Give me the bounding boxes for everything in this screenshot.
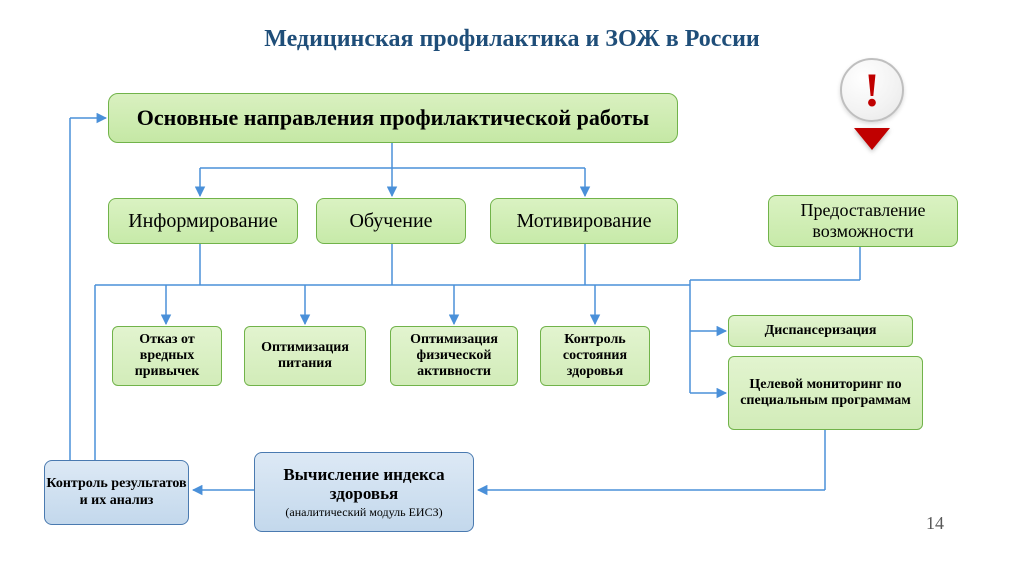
l2-activity: Оптимизация физической активности xyxy=(390,326,518,386)
l2-bad-habits: Отказ от вредных привычек xyxy=(112,326,222,386)
blue-index-calc: Вычисление индекса здоровья (аналитическ… xyxy=(254,452,474,532)
l2-dispensary: Диспансеризация xyxy=(728,315,913,347)
l1-informing: Информирование xyxy=(108,198,298,244)
l2-nutrition: Оптимизация питания xyxy=(244,326,366,386)
l2-health-control: Контроль состояния здоровья xyxy=(540,326,650,386)
main-directions-box: Основные направления профилактической ра… xyxy=(108,93,678,143)
l2-monitoring: Целевой мониторинг по специальным програ… xyxy=(728,356,923,430)
blue-results-control: Контроль результатов и их анализ xyxy=(44,460,189,525)
blue-index-title: Вычисление индекса здоровья xyxy=(255,465,473,504)
page-title: Медицинская профилактика и ЗОЖ в России xyxy=(0,26,1024,53)
page-number: 14 xyxy=(926,513,944,534)
red-arrow-icon xyxy=(854,128,890,150)
l1-opportunity: Предоставление возможности xyxy=(768,195,958,247)
blue-index-sub: (аналитический модуль ЕИСЗ) xyxy=(285,506,442,520)
l1-training: Обучение xyxy=(316,198,466,244)
l1-motivation: Мотивирование xyxy=(490,198,678,244)
alert-icon: ! xyxy=(840,58,904,122)
